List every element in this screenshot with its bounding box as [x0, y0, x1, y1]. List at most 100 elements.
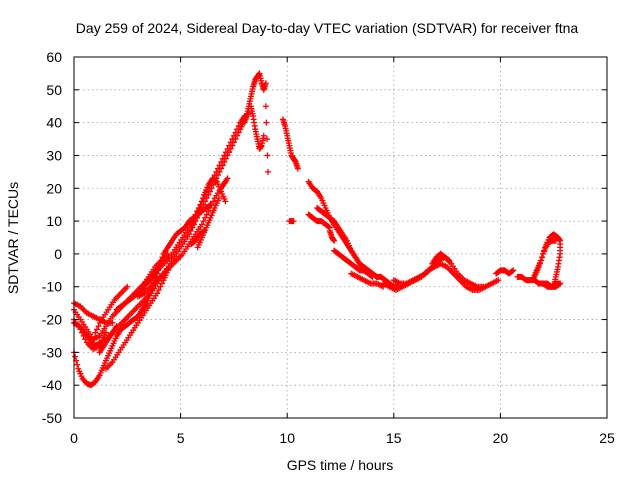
data-point	[557, 280, 564, 287]
data-point	[262, 103, 269, 110]
data-point	[373, 273, 380, 280]
data-point	[205, 208, 212, 215]
x-axis-label: GPS time / hours	[287, 457, 394, 473]
data-point	[260, 132, 267, 139]
data-point	[102, 329, 109, 336]
data-point	[227, 139, 234, 146]
data-point	[214, 165, 221, 172]
data-point	[158, 280, 165, 287]
series-arc-b	[71, 113, 248, 343]
y-tick-label: 50	[46, 82, 62, 98]
data-point	[446, 257, 453, 264]
data-point	[229, 136, 236, 143]
series-arc-r	[279, 116, 301, 172]
grid-layer	[74, 57, 607, 418]
y-tick-label: 60	[46, 49, 62, 65]
series-arc-o	[241, 70, 269, 126]
series-arc-e	[92, 283, 131, 336]
data-point	[219, 155, 226, 162]
data-point	[234, 126, 241, 133]
series-arc-i	[134, 178, 229, 300]
data-point	[480, 283, 487, 290]
series-arc-ad	[493, 267, 517, 277]
data-point	[536, 260, 543, 267]
data-point	[212, 177, 219, 184]
tick-layer: 0 5 10 15 20 25 -50 -40 -30 -20 -10 0 10 20 30 40 50 60	[42, 49, 615, 446]
data-point	[74, 361, 81, 368]
data-point	[92, 329, 99, 336]
data-point	[154, 290, 161, 297]
y-tick-label: 0	[54, 246, 62, 262]
data-point	[200, 218, 207, 225]
y-tick-label: 10	[46, 213, 62, 229]
data-point	[230, 132, 237, 139]
data-point	[325, 223, 332, 230]
data-point	[96, 340, 103, 347]
data-point	[208, 201, 215, 208]
data-point	[210, 198, 217, 205]
series-arc-ac	[437, 250, 444, 257]
series-arc-m	[188, 227, 208, 248]
series-arc-s	[286, 218, 297, 225]
series-arc-aa	[390, 254, 487, 290]
y-tick-label: -50	[42, 410, 62, 426]
chart-title: Day 259 of 2024, Sidereal Day-to-day VTE…	[76, 20, 579, 36]
data-point	[222, 198, 229, 205]
data-point	[226, 142, 233, 149]
data-point	[201, 227, 208, 234]
y-tick-label: -40	[42, 377, 62, 393]
data-point	[97, 319, 104, 326]
data-point	[199, 195, 206, 202]
data-point	[331, 237, 338, 244]
data-layer	[71, 70, 564, 389]
series-arc-ah	[540, 280, 564, 290]
plot-frame	[73, 56, 608, 419]
data-point	[552, 237, 559, 244]
x-tick-label: 5	[177, 430, 185, 446]
x-tick-label: 25	[599, 430, 615, 446]
y-tick-label: 30	[46, 147, 62, 163]
data-point	[294, 165, 301, 172]
data-point	[224, 175, 231, 182]
data-point	[197, 201, 204, 208]
y-axis-label: SDTVAR / TECUs	[5, 182, 21, 294]
data-point	[290, 218, 297, 225]
data-point	[538, 254, 545, 261]
series-arc-d	[71, 300, 116, 326]
series-arc-n	[220, 175, 231, 188]
data-point	[199, 228, 206, 235]
data-point	[155, 287, 162, 294]
series-arc-q	[262, 103, 272, 175]
y-tick-label: -20	[42, 312, 62, 328]
data-point	[198, 198, 205, 205]
data-point	[509, 268, 516, 275]
series-arc-f	[96, 323, 120, 356]
data-point	[265, 168, 272, 175]
data-point	[113, 323, 120, 330]
data-point	[535, 264, 542, 271]
data-point	[437, 250, 444, 257]
data-point	[495, 277, 502, 284]
data-point	[224, 145, 231, 152]
data-point	[537, 257, 544, 264]
data-point	[164, 250, 171, 257]
data-point	[445, 256, 452, 263]
data-point	[72, 353, 79, 360]
data-point	[213, 168, 220, 175]
data-point	[235, 122, 242, 129]
data-point	[263, 119, 270, 126]
data-point	[196, 204, 203, 211]
series-arc-c	[71, 319, 109, 349]
y-tick-label: 40	[46, 115, 62, 131]
data-point	[109, 319, 116, 326]
data-point	[215, 195, 222, 202]
series-arc-k	[188, 175, 229, 231]
data-point	[202, 214, 209, 221]
series-arc-j	[139, 250, 171, 290]
data-point	[556, 281, 563, 288]
data-point	[372, 273, 379, 280]
data-point	[198, 221, 205, 228]
series-arc-v	[305, 211, 333, 231]
data-point	[216, 162, 223, 169]
